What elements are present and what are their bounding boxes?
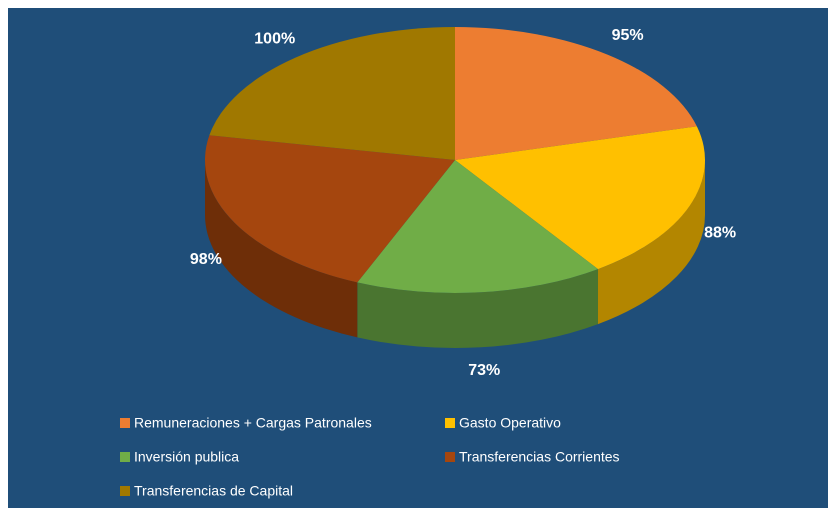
legend-swatch bbox=[445, 418, 455, 428]
pie-slice bbox=[357, 160, 599, 293]
pie-side bbox=[357, 269, 599, 349]
legend-label: Transferencias de Capital bbox=[134, 483, 293, 499]
pie-slice bbox=[204, 135, 455, 283]
legend-label: Gasto Operativo bbox=[459, 415, 561, 431]
pie-side bbox=[598, 160, 705, 325]
legend-label: Transferencias Corrientes bbox=[459, 449, 620, 465]
data-label: 88% bbox=[704, 224, 736, 241]
data-label: 98% bbox=[190, 251, 222, 268]
legend-label: Inversión publica bbox=[134, 449, 239, 465]
pie-side bbox=[204, 160, 358, 338]
legend-label: Remuneraciones + Cargas Patronales bbox=[134, 415, 372, 431]
pie-slice bbox=[455, 126, 706, 270]
pie-slice bbox=[455, 27, 697, 160]
legend-swatch bbox=[445, 452, 455, 462]
legend-swatch bbox=[120, 418, 130, 428]
legend-swatch bbox=[120, 486, 130, 496]
data-label: 95% bbox=[612, 27, 644, 44]
legend-swatch bbox=[120, 452, 130, 462]
data-label: 100% bbox=[254, 30, 295, 47]
data-label: 73% bbox=[468, 362, 500, 379]
pie-slice bbox=[209, 27, 455, 160]
